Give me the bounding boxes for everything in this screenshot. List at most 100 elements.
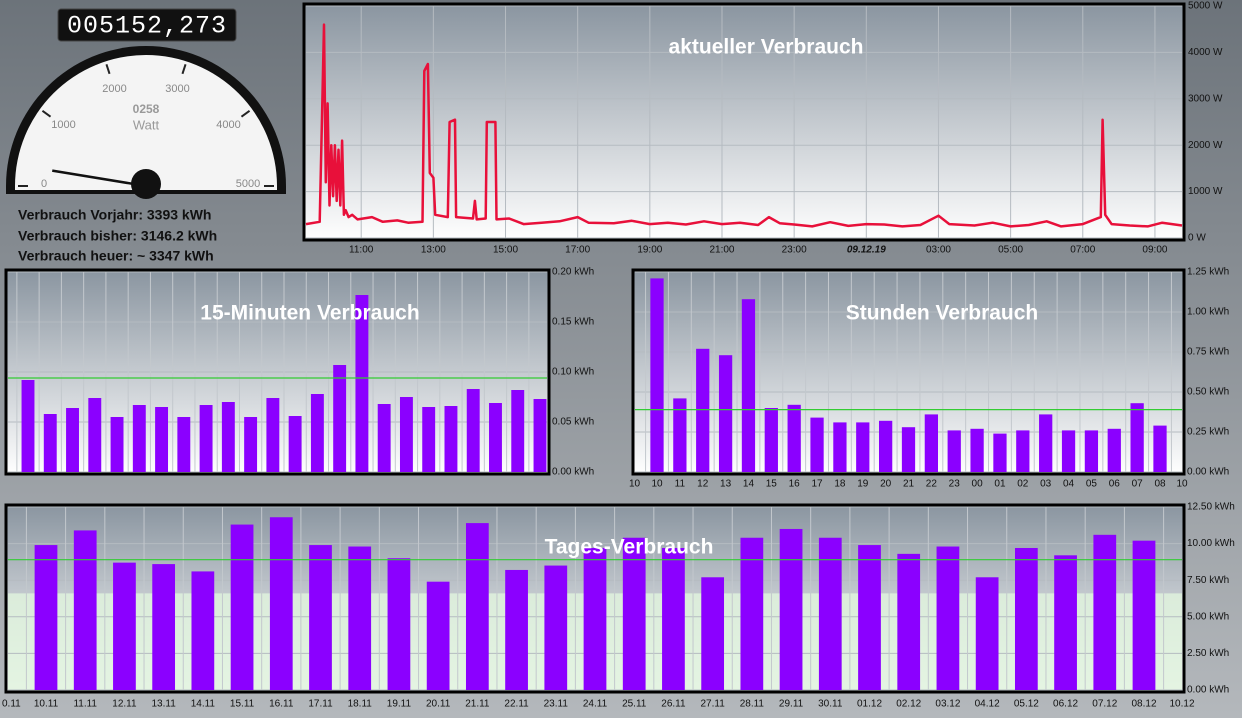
gauge-unit: Watt bbox=[133, 117, 160, 132]
gauge-tick bbox=[181, 63, 187, 75]
bar bbox=[779, 528, 803, 690]
bar bbox=[741, 299, 756, 472]
chart-title: aktueller Verbrauch bbox=[669, 36, 864, 59]
bar bbox=[377, 404, 391, 472]
bar bbox=[177, 417, 191, 472]
x-tick-label: 27.11 bbox=[700, 699, 725, 710]
x-tick-label: 18.11 bbox=[348, 699, 373, 710]
x-tick-label: 20 bbox=[880, 479, 892, 490]
chart-title: Stunden Verbrauch bbox=[846, 302, 1039, 325]
y-tick-label: 0.25 kWh bbox=[1187, 427, 1229, 438]
x-tick-label: 05 bbox=[1086, 479, 1098, 490]
bar bbox=[1132, 540, 1156, 690]
x-tick-label: 04 bbox=[1063, 479, 1075, 490]
bar bbox=[696, 348, 710, 472]
bar bbox=[740, 537, 764, 690]
y-tick-label: 0 W bbox=[1188, 233, 1206, 244]
bar bbox=[975, 577, 999, 690]
bar bbox=[650, 278, 664, 472]
line bbox=[305, 23, 1183, 228]
gauge-tick bbox=[105, 63, 111, 75]
bar bbox=[110, 417, 124, 472]
x-tick-label: 07.12 bbox=[1092, 699, 1117, 710]
bar bbox=[764, 408, 778, 472]
x-edge-label: 10 bbox=[1176, 479, 1188, 490]
bar bbox=[1107, 428, 1121, 472]
x-tick-label: 07:00 bbox=[1070, 245, 1095, 256]
x-tick-label: 12 bbox=[697, 479, 709, 490]
y-tick-label: 0.50 kWh bbox=[1187, 387, 1229, 398]
x-tick-label: 21:00 bbox=[709, 245, 734, 256]
gauge-tick-label: 5000 bbox=[236, 178, 260, 190]
bar bbox=[879, 420, 893, 472]
x-tick-label: 21.11 bbox=[465, 699, 490, 710]
x-tick-label: 19.11 bbox=[387, 699, 412, 710]
x-tick-label: 09:00 bbox=[1142, 245, 1167, 256]
bar bbox=[511, 390, 525, 472]
bar bbox=[426, 581, 450, 690]
bar bbox=[399, 397, 413, 472]
x-tick-label: 22 bbox=[926, 479, 938, 490]
gauge-tick-label: 2000 bbox=[102, 83, 126, 95]
bar bbox=[489, 403, 502, 472]
x-tick-label: 14 bbox=[743, 479, 755, 490]
x-tick-label: 30.11 bbox=[818, 699, 843, 710]
bar bbox=[465, 523, 489, 690]
bar bbox=[701, 577, 725, 690]
y-tick-label: 3000 W bbox=[1188, 93, 1223, 104]
y-tick-label: 5.00 kWh bbox=[1187, 611, 1229, 622]
x-tick-label: 20.11 bbox=[426, 699, 451, 710]
gauge-face bbox=[15, 55, 277, 190]
bar bbox=[73, 530, 97, 690]
x-tick-label: 06 bbox=[1109, 479, 1121, 490]
x-tick-label: 04.12 bbox=[975, 699, 1000, 710]
x-tick-label: 11 bbox=[675, 479, 686, 490]
counter: 005152,273 bbox=[67, 12, 227, 41]
x-tick-label: 11:00 bbox=[349, 245, 374, 256]
bar bbox=[34, 545, 58, 690]
bar bbox=[1153, 425, 1167, 472]
bar bbox=[152, 564, 176, 690]
x-tick-label: 16 bbox=[789, 479, 801, 490]
x-tick-label: 08 bbox=[1154, 479, 1166, 490]
counter-bg bbox=[57, 8, 237, 42]
x-tick-label: 13 bbox=[720, 479, 732, 490]
x-tick-label: 15.11 bbox=[230, 699, 255, 710]
bar bbox=[266, 398, 280, 472]
gauge-hub bbox=[131, 169, 161, 199]
bar bbox=[444, 406, 458, 472]
bar bbox=[924, 414, 938, 472]
x-tick-label: 13:00 bbox=[421, 245, 446, 256]
bar bbox=[833, 422, 847, 472]
x-tick-label: 03:00 bbox=[926, 245, 951, 256]
x-tick-label: 11.11 bbox=[73, 699, 97, 710]
x-tick-label: 13.11 bbox=[151, 699, 176, 710]
bar bbox=[310, 394, 324, 472]
y-tick-label: 1.00 kWh bbox=[1187, 307, 1229, 318]
x-tick-label: 01.12 bbox=[857, 699, 882, 710]
bar bbox=[1039, 414, 1053, 472]
y-tick-label: 0.00 kWh bbox=[552, 467, 594, 478]
x-tick-label: 03 bbox=[1040, 479, 1052, 490]
bar bbox=[1061, 430, 1076, 472]
y-tick-label: 5000 W bbox=[1188, 1, 1223, 12]
x-tick-label: 17:00 bbox=[565, 245, 590, 256]
y-tick-label: 4000 W bbox=[1188, 47, 1223, 58]
bar bbox=[309, 545, 332, 690]
x-tick-label: 24.11 bbox=[583, 699, 608, 710]
bar bbox=[155, 407, 169, 472]
x-edge-label: 10 bbox=[629, 479, 641, 490]
y-tick-label: 1000 W bbox=[1188, 186, 1223, 197]
bar bbox=[1130, 403, 1144, 472]
x-edge-label: 10.12 bbox=[1169, 699, 1194, 710]
y-tick-label: 2.50 kWh bbox=[1187, 648, 1229, 659]
bar bbox=[113, 562, 136, 690]
y-tick-label: 0.20 kWh bbox=[552, 267, 594, 278]
x-tick-label: 05.12 bbox=[1014, 699, 1039, 710]
gauge-tick bbox=[240, 109, 251, 118]
gauge-value: 0258 bbox=[133, 102, 160, 116]
y-tick-label: 0.05 kWh bbox=[552, 417, 594, 428]
bar bbox=[583, 547, 607, 690]
bar bbox=[466, 389, 480, 472]
